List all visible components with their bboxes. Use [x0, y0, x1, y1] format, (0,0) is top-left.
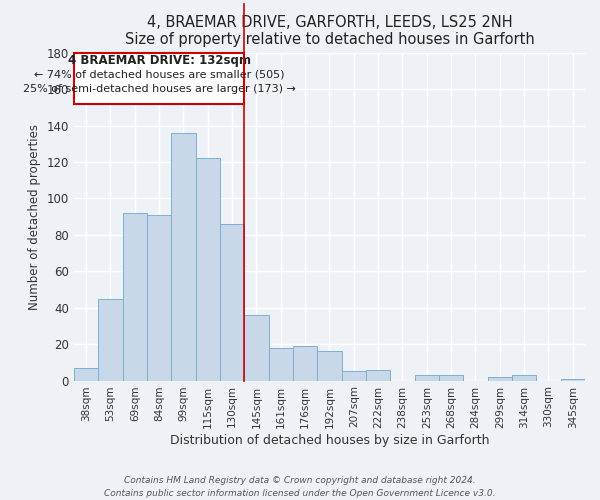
Bar — [366, 370, 391, 380]
Bar — [512, 375, 536, 380]
Bar — [171, 133, 196, 380]
Bar — [98, 298, 122, 380]
Bar — [220, 224, 244, 380]
Text: ← 74% of detached houses are smaller (505): ← 74% of detached houses are smaller (50… — [34, 70, 284, 80]
Text: 25% of semi-detached houses are larger (173) →: 25% of semi-detached houses are larger (… — [23, 84, 296, 94]
Bar — [122, 213, 147, 380]
Bar — [196, 158, 220, 380]
Bar — [269, 348, 293, 380]
Bar — [439, 375, 463, 380]
Bar — [147, 215, 171, 380]
X-axis label: Distribution of detached houses by size in Garforth: Distribution of detached houses by size … — [170, 434, 489, 448]
Bar — [317, 352, 341, 380]
Text: Contains HM Land Registry data © Crown copyright and database right 2024.
Contai: Contains HM Land Registry data © Crown c… — [104, 476, 496, 498]
Bar — [244, 315, 269, 380]
Text: 4 BRAEMAR DRIVE: 132sqm: 4 BRAEMAR DRIVE: 132sqm — [68, 54, 251, 68]
Title: 4, BRAEMAR DRIVE, GARFORTH, LEEDS, LS25 2NH
Size of property relative to detache: 4, BRAEMAR DRIVE, GARFORTH, LEEDS, LS25 … — [125, 15, 535, 48]
Bar — [341, 372, 366, 380]
Y-axis label: Number of detached properties: Number of detached properties — [28, 124, 41, 310]
Bar — [74, 368, 98, 380]
Bar — [415, 375, 439, 380]
Bar — [488, 377, 512, 380]
Bar — [293, 346, 317, 380]
Bar — [560, 378, 585, 380]
FancyBboxPatch shape — [74, 52, 244, 104]
